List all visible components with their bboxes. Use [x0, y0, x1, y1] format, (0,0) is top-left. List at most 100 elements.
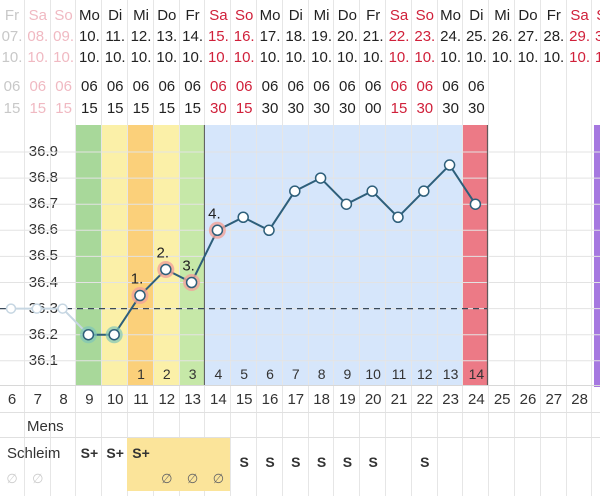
month-label[interactable]: 10. [543, 49, 565, 66]
bottom-day-label[interactable]: 15 [235, 391, 253, 408]
month-label[interactable]: 10. [440, 49, 462, 66]
bottom-day-label[interactable]: 11 [133, 391, 149, 408]
bottom-day-label[interactable]: 16 [261, 391, 279, 408]
weekday-label[interactable]: Do [518, 7, 538, 24]
date-label[interactable]: 25. [465, 28, 487, 45]
weekday-label[interactable]: Mi [494, 7, 511, 24]
schleim-value[interactable]: S [368, 454, 378, 470]
date-label[interactable]: 11. [105, 28, 126, 45]
month-label[interactable]: 10. [414, 49, 436, 66]
bottom-day-label[interactable]: 21 [390, 391, 408, 408]
month-label[interactable]: 10. [1, 49, 23, 66]
month-label[interactable]: 10. [78, 49, 100, 66]
bottom-day-label[interactable]: 20 [364, 391, 382, 408]
schleim-value[interactable]: S [291, 454, 301, 470]
bottom-day-label[interactable]: 10 [106, 391, 124, 408]
weekday-label[interactable]: Fr [4, 7, 20, 24]
bottom-day-label[interactable]: 22 [416, 391, 434, 408]
month-label[interactable]: 10. [465, 49, 487, 66]
weekday-label[interactable]: Fr [185, 7, 200, 24]
bottom-day-label[interactable]: 8 [59, 391, 68, 408]
weekday-label[interactable]: Di [288, 7, 303, 24]
bottom-day-label[interactable]: 19 [339, 391, 356, 408]
weekday-label[interactable]: So [592, 8, 600, 23]
weekday-label[interactable]: So [235, 7, 254, 24]
date-label[interactable]: 14. [182, 28, 204, 45]
weekday-label[interactable]: Sa [28, 7, 47, 24]
date-label[interactable]: 27. [517, 28, 539, 45]
month-label[interactable]: 10. [491, 49, 513, 66]
weekday-label[interactable]: Sa [209, 7, 228, 24]
month-label[interactable]: 10. [569, 49, 591, 66]
month-label[interactable]: 10. [182, 49, 204, 66]
date-label[interactable]: 20. [336, 28, 358, 45]
month-label[interactable]: 10. [130, 49, 152, 66]
weekday-label[interactable]: Fr [546, 7, 561, 24]
date-label[interactable]: 24. [440, 28, 462, 45]
date-label[interactable]: 12. [130, 28, 152, 45]
bottom-day-label[interactable]: 17 [287, 391, 305, 408]
date-label[interactable]: 28. [543, 28, 565, 45]
schleim-value[interactable]: S [239, 454, 249, 470]
bottom-day-label[interactable]: 6 [7, 391, 17, 408]
month-label[interactable]: 10. [104, 49, 126, 66]
date-label[interactable]: 17. [259, 28, 281, 45]
weekday-label[interactable]: Mo [259, 7, 281, 24]
month-label[interactable]: 10. [388, 49, 410, 66]
month-label[interactable]: 10. [53, 49, 75, 66]
month-label[interactable]: 10. [207, 49, 229, 66]
weekday-label[interactable]: Mo [440, 7, 462, 24]
date-label[interactable]: 26. [491, 28, 513, 45]
date-label[interactable]: 18. [285, 28, 307, 45]
weekday-label[interactable]: Sa [570, 7, 589, 24]
date-label[interactable]: 21. [362, 28, 384, 45]
weekday-label[interactable]: Do [157, 7, 177, 24]
date-label[interactable]: 16. [233, 28, 255, 45]
bottom-day-label[interactable]: 24 [468, 391, 485, 408]
weekday-label[interactable]: Mi [133, 7, 149, 24]
date-label[interactable]: 19. [311, 28, 333, 45]
schleim-value[interactable]: S+ [80, 445, 99, 461]
weekday-label[interactable]: Di [108, 7, 123, 24]
date-label[interactable]: 23. [414, 28, 436, 45]
bottom-day-label[interactable]: 9 [85, 391, 94, 408]
bottom-day-label[interactable]: 28 [571, 391, 588, 408]
month-label[interactable]: 10. [156, 49, 178, 66]
schleim-value[interactable]: S [420, 454, 430, 470]
date-label[interactable]: 22. [388, 28, 410, 45]
month-label[interactable]: 10. [594, 49, 600, 66]
bottom-day-label[interactable]: 25 [493, 391, 511, 408]
month-label[interactable]: 10. [362, 49, 384, 66]
date-label[interactable]: 08. [27, 28, 49, 45]
weekday-label[interactable]: Do [337, 7, 357, 24]
month-label[interactable]: 10. [285, 49, 307, 66]
date-label[interactable]: 15. [207, 28, 229, 45]
month-label[interactable]: 10. [233, 49, 255, 66]
month-label[interactable]: 10. [517, 49, 539, 66]
schleim-value[interactable]: S [342, 454, 353, 470]
bottom-day-label[interactable]: 23 [442, 391, 459, 408]
bottom-day-label[interactable]: 13 [184, 391, 201, 408]
weekday-label[interactable]: Mo [78, 7, 100, 24]
date-label[interactable]: 13. [156, 28, 178, 45]
month-label[interactable]: 10. [311, 49, 333, 66]
date-label[interactable]: 10. [78, 28, 100, 45]
schleim-value[interactable]: S+ [132, 445, 150, 461]
bottom-day-label[interactable]: 7 [33, 391, 42, 408]
date-label[interactable]: 09. [53, 28, 75, 45]
month-label[interactable]: 10. [259, 49, 281, 66]
schleim-value[interactable]: S+ [106, 445, 124, 461]
weekday-label[interactable]: Di [469, 7, 484, 24]
month-label[interactable]: 10. [27, 49, 49, 66]
bottom-day-label[interactable]: 26 [519, 391, 537, 408]
weekday-label[interactable]: Sa [389, 7, 409, 24]
schleim-value[interactable]: S [316, 454, 327, 470]
date-label[interactable]: 30. [594, 28, 600, 45]
month-label[interactable]: 10. [336, 49, 358, 66]
schleim-value[interactable]: S [265, 454, 275, 470]
weekday-label[interactable]: Mi [313, 7, 330, 24]
weekday-label[interactable]: Fr [366, 7, 381, 24]
bottom-day-label[interactable]: 18 [313, 391, 330, 408]
date-label[interactable]: 29. [569, 28, 591, 45]
bottom-day-label[interactable]: 14 [210, 391, 227, 408]
